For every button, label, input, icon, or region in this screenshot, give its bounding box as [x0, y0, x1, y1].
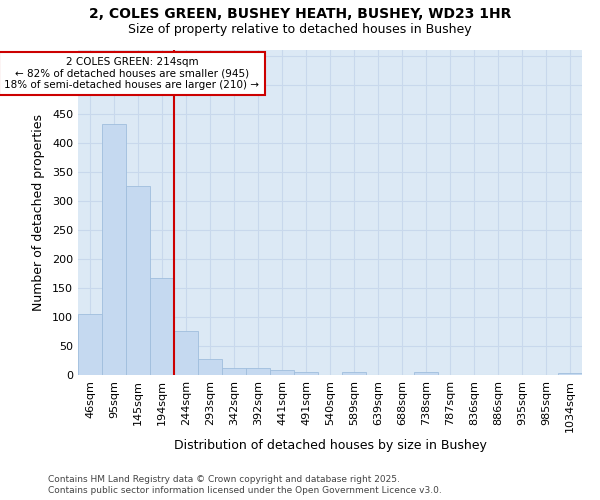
- Y-axis label: Number of detached properties: Number of detached properties: [32, 114, 45, 311]
- Bar: [414, 372, 438, 375]
- Text: 2 COLES GREEN: 214sqm
← 82% of detached houses are smaller (945)
18% of semi-det: 2 COLES GREEN: 214sqm ← 82% of detached …: [5, 57, 260, 90]
- Bar: [174, 332, 198, 375]
- Bar: [342, 372, 366, 375]
- Bar: [270, 370, 294, 375]
- Text: Contains public sector information licensed under the Open Government Licence v3: Contains public sector information licen…: [48, 486, 442, 495]
- Bar: [102, 124, 126, 375]
- Bar: [558, 372, 582, 375]
- X-axis label: Distribution of detached houses by size in Bushey: Distribution of detached houses by size …: [173, 438, 487, 452]
- Bar: [294, 372, 318, 375]
- Bar: [150, 278, 174, 375]
- Bar: [126, 186, 150, 375]
- Text: Contains HM Land Registry data © Crown copyright and database right 2025.: Contains HM Land Registry data © Crown c…: [48, 475, 400, 484]
- Text: 2, COLES GREEN, BUSHEY HEATH, BUSHEY, WD23 1HR: 2, COLES GREEN, BUSHEY HEATH, BUSHEY, WD…: [89, 8, 511, 22]
- Text: Size of property relative to detached houses in Bushey: Size of property relative to detached ho…: [128, 22, 472, 36]
- Bar: [222, 368, 246, 375]
- Bar: [246, 368, 270, 375]
- Bar: [78, 314, 102, 375]
- Bar: [198, 360, 222, 375]
